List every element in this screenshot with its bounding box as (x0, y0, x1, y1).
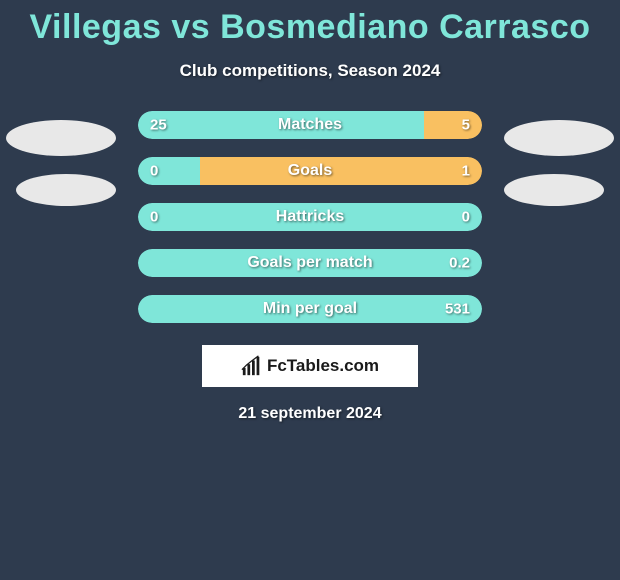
stat-label: Min per goal (263, 300, 357, 318)
stat-row: 531 Min per goal (0, 295, 620, 323)
stat-label: Goals (288, 162, 332, 180)
stat-value-right: 531 (445, 301, 470, 318)
logo-text: FcTables.com (267, 356, 379, 376)
stat-value-right: 5 (462, 117, 470, 134)
stat-value-left: 0 (150, 209, 158, 226)
stat-label: Goals per match (247, 254, 372, 272)
subtitle: Club competitions, Season 2024 (0, 61, 620, 81)
stat-value-right: 0 (462, 209, 470, 226)
bar-right (424, 111, 482, 139)
stat-value-left: 25 (150, 117, 167, 134)
stat-value-left: 0 (150, 163, 158, 180)
stat-value-right: 1 (462, 163, 470, 180)
stat-row: 25 5 Matches (0, 111, 620, 139)
bar-right (200, 157, 482, 185)
logo-box: FcTables.com (202, 345, 418, 387)
bar-chart-icon (241, 355, 263, 377)
stat-label: Matches (278, 116, 342, 134)
stat-row: 0.2 Goals per match (0, 249, 620, 277)
date-text: 21 september 2024 (0, 405, 620, 423)
page-title: Villegas vs Bosmediano Carrasco (0, 0, 620, 47)
stat-row: 0 1 Goals (0, 157, 620, 185)
stat-label: Hattricks (276, 208, 344, 226)
stat-value-right: 0.2 (449, 255, 470, 272)
stat-row: 0 0 Hattricks (0, 203, 620, 231)
bar-left (138, 157, 200, 185)
